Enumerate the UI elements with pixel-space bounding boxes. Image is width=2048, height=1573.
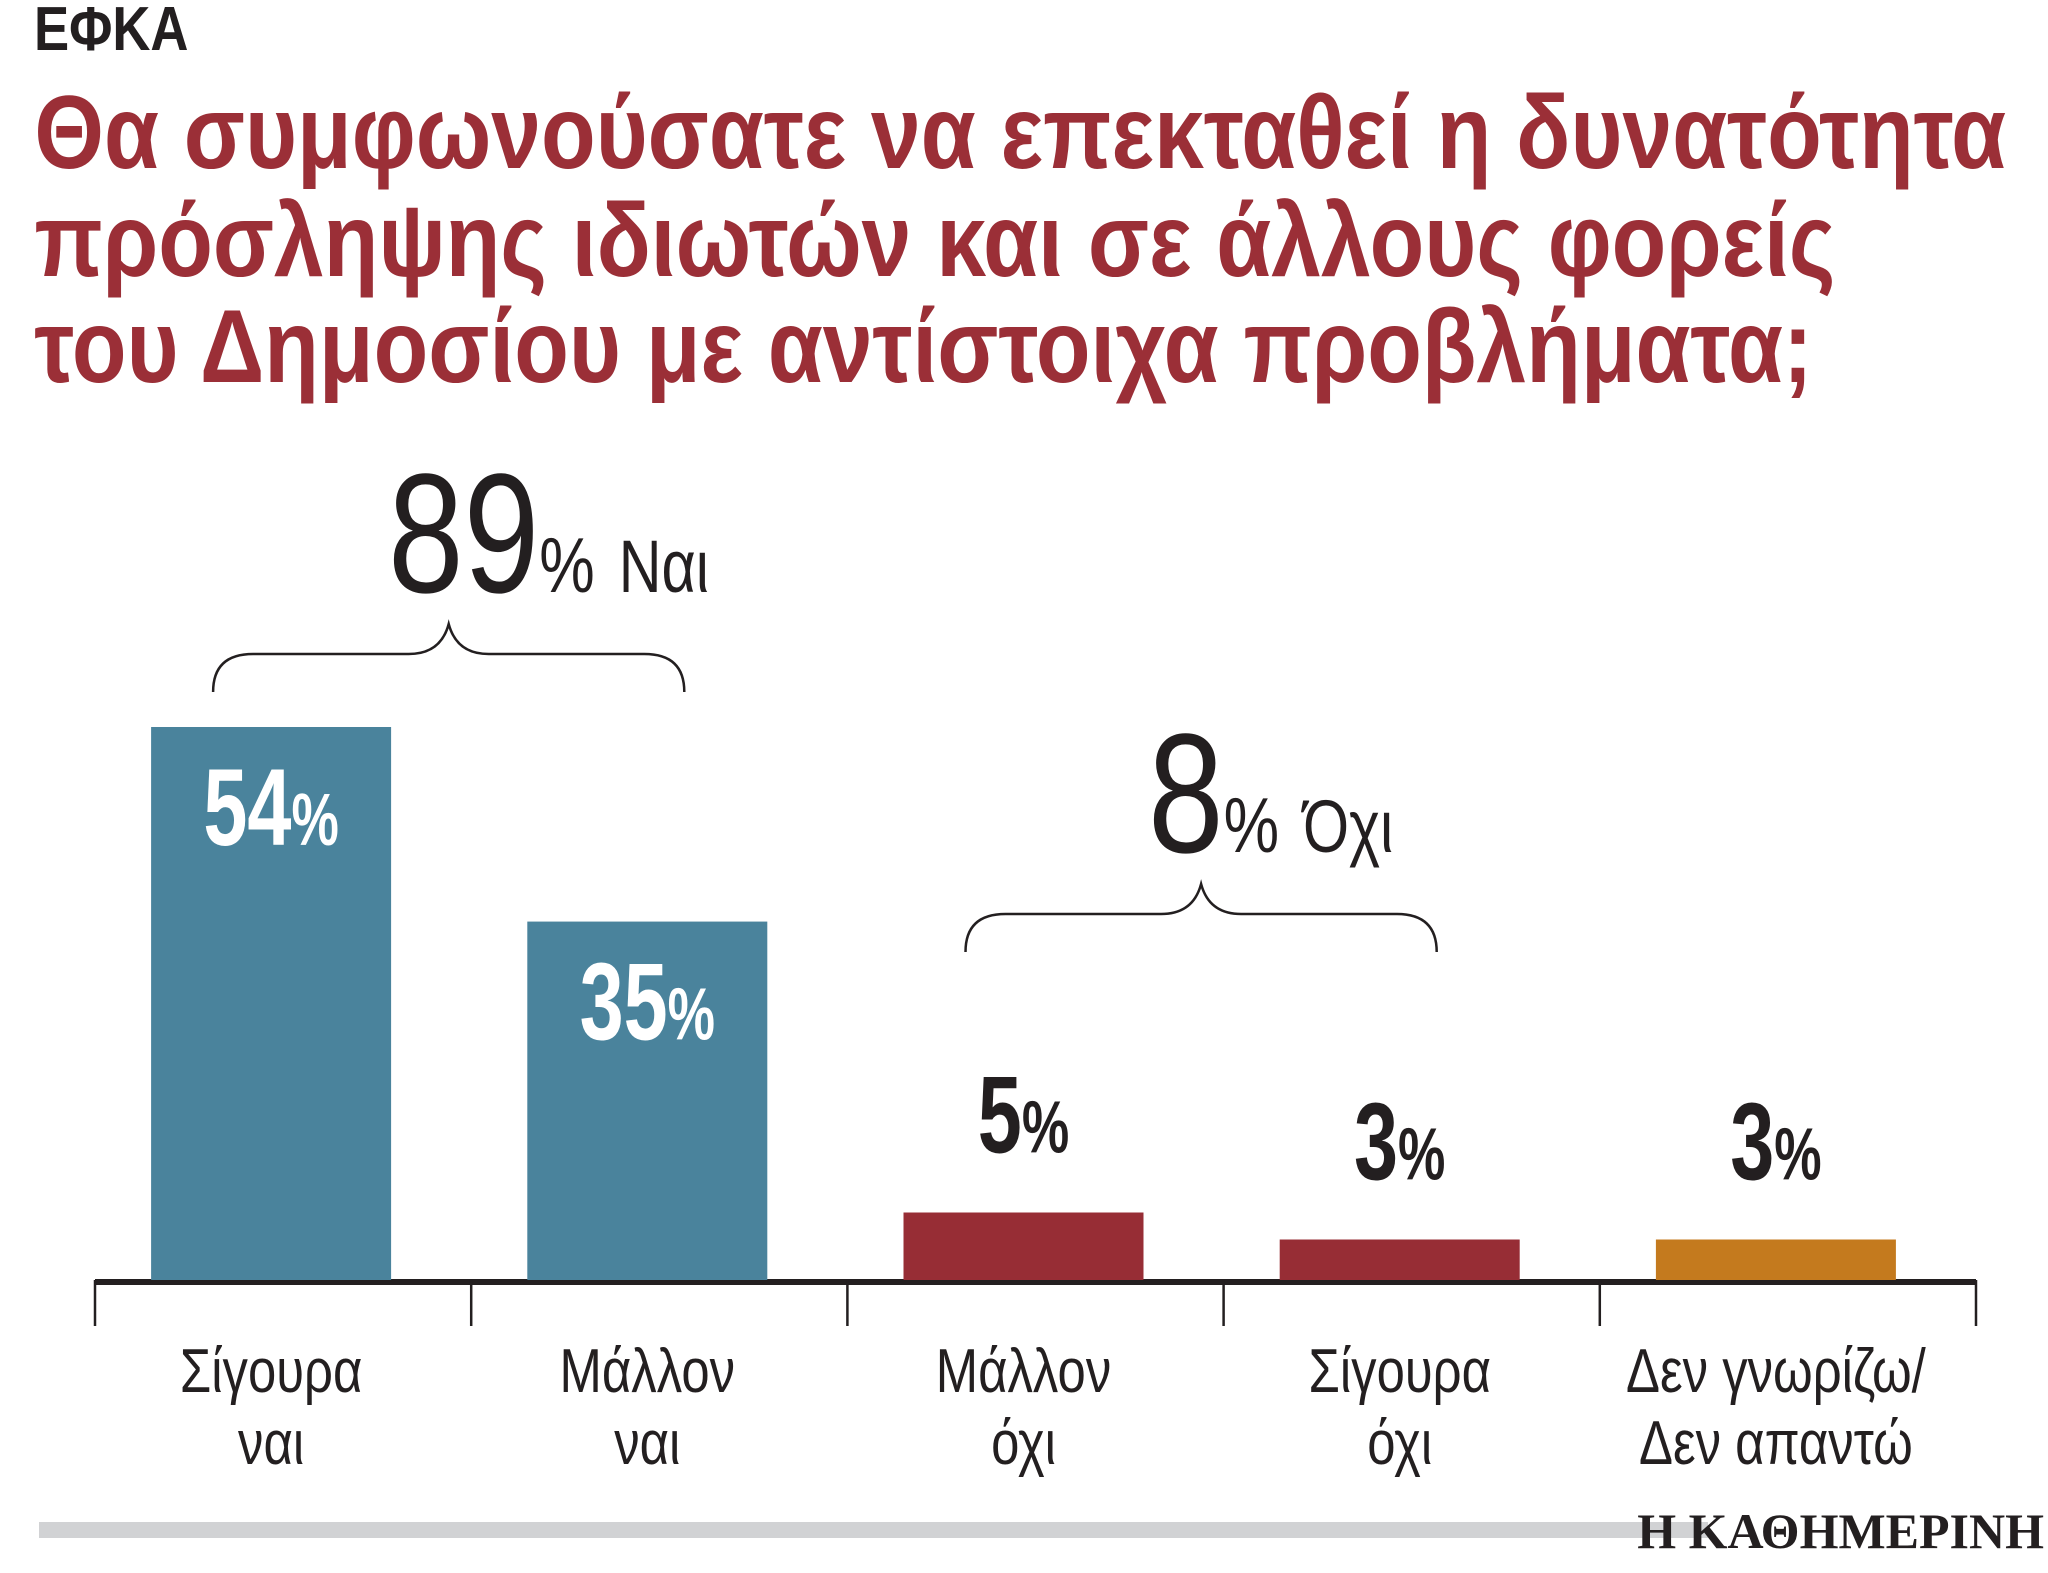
group-annotations: 89% Ναι 8% Όχι xyxy=(211,439,1438,953)
category-label: Μάλλον xyxy=(936,1337,1111,1406)
category-label: Δεν γνωρίζω/ xyxy=(1626,1337,1926,1406)
chart-title-line-3: του Δημοσίου με αντίστοιχα προβλήματα; xyxy=(34,288,1812,405)
category-label: όχι xyxy=(991,1409,1056,1478)
footer-rule xyxy=(39,1522,1708,1538)
category-label: Μάλλον xyxy=(560,1337,735,1406)
category-label: ναι xyxy=(614,1409,680,1478)
value-label: 54% xyxy=(203,746,338,869)
value-label: 5% xyxy=(978,1054,1069,1177)
category-label: Σίγουρα xyxy=(1308,1337,1491,1406)
bar xyxy=(1655,1239,1896,1280)
category-label: όχι xyxy=(1367,1409,1432,1478)
bar xyxy=(903,1212,1144,1280)
logo: Η ΚΑΘΗΜΕΡΙΝΗ xyxy=(1637,1503,2044,1559)
bars: 54%Σίγουραναι35%Μάλλονναι5%Μάλλονόχι3%Σί… xyxy=(93,727,1978,1478)
section-label: ΕΦΚΑ xyxy=(34,0,188,64)
category-label: Σίγουρα xyxy=(180,1337,363,1406)
bar xyxy=(1279,1239,1520,1280)
bar xyxy=(151,727,392,1280)
group-brace xyxy=(211,619,686,693)
value-label: 3% xyxy=(1730,1081,1821,1204)
value-label: 35% xyxy=(580,941,715,1064)
chart-title-line-2: πρόσληψης ιδιωτών και σε άλλους φορείς xyxy=(34,182,1835,299)
category-label: Δεν απαντώ xyxy=(1639,1409,1913,1478)
category-label: ναι xyxy=(238,1409,304,1478)
group-total: 8% Όχι xyxy=(1148,699,1393,889)
chart-title-line-1: Θα συμφωνούσατε να επεκταθεί η δυνατότητ… xyxy=(34,74,2006,191)
group-total: 89% Ναι xyxy=(388,439,709,629)
bar xyxy=(527,921,768,1280)
value-label: 3% xyxy=(1354,1081,1445,1204)
group-brace xyxy=(964,879,1438,953)
